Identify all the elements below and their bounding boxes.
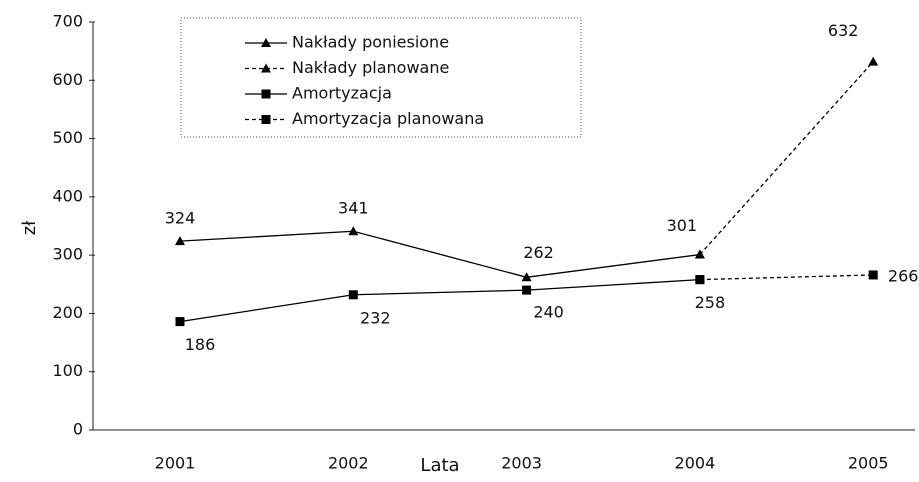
legend-label: Amortyzacja planowana	[292, 109, 484, 128]
data-label: 632	[828, 21, 859, 40]
marker	[868, 270, 878, 280]
marker	[868, 56, 879, 66]
data-label: 232	[360, 308, 391, 327]
marker	[348, 226, 359, 236]
legend-label: Amortyzacja	[292, 84, 392, 103]
data-label: 240	[533, 303, 564, 322]
data-label: 258	[695, 293, 726, 312]
y-tick-label: 200	[52, 303, 83, 322]
y-tick-label: 0	[73, 420, 83, 439]
marker	[521, 272, 532, 282]
data-label: 324	[165, 209, 196, 228]
series-line	[699, 274, 874, 281]
data-label: 186	[185, 335, 216, 354]
marker	[694, 249, 705, 259]
data-label: 262	[523, 243, 554, 262]
x-tick-label: 2001	[155, 454, 196, 473]
marker	[348, 290, 358, 300]
marker	[695, 275, 705, 285]
data-label: 266	[888, 266, 919, 285]
x-tick-label: 2005	[848, 454, 889, 473]
legend-label: Nakłady poniesione	[292, 33, 449, 52]
legend-marker	[261, 115, 271, 124]
x-axis-label: Lata	[420, 455, 459, 476]
legend-marker	[261, 38, 271, 47]
series-line	[179, 230, 700, 278]
y-axis-label: zł	[19, 220, 40, 235]
y-tick-label: 300	[52, 245, 83, 264]
x-tick-label: 2004	[675, 454, 716, 473]
data-label: 301	[667, 216, 698, 235]
legend-marker	[261, 89, 271, 99]
y-tick-label: 600	[52, 70, 83, 89]
marker	[175, 236, 185, 246]
legend-box	[180, 17, 582, 138]
x-tick-label: 2003	[501, 454, 542, 473]
marker	[175, 317, 185, 327]
legend-label: Nakłady planowane	[292, 58, 449, 77]
marker	[522, 285, 532, 295]
data-label: 341	[338, 199, 369, 218]
series-line	[699, 61, 874, 255]
y-tick-label: 400	[52, 186, 83, 205]
y-tick-label: 100	[52, 361, 83, 380]
x-tick-label: 2002	[328, 454, 369, 473]
y-tick-label: 700	[52, 12, 83, 31]
y-tick-label: 500	[52, 128, 83, 147]
legend-marker	[261, 63, 271, 73]
series-line	[179, 278, 700, 323]
